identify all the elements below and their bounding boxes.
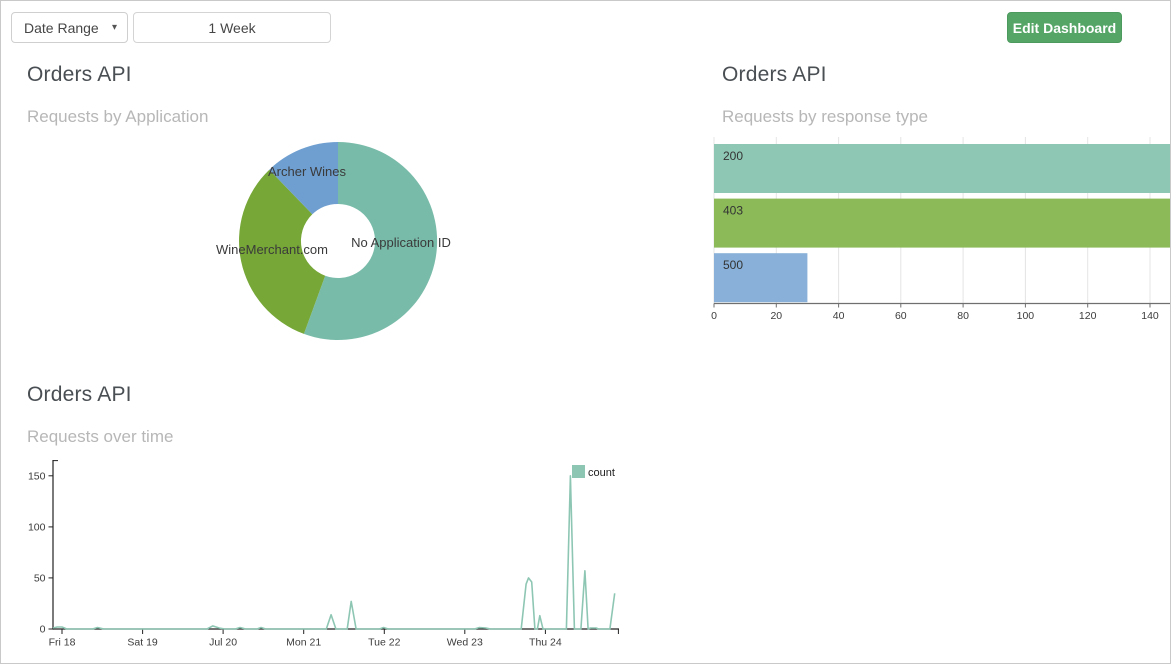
y-tick-label: 150 (28, 470, 46, 482)
x-tick-label: Fri 18 (49, 637, 76, 649)
x-tick-label: 0 (711, 310, 717, 322)
period-value: 1 Week (208, 19, 256, 36)
edit-dashboard-button[interactable]: Edit Dashboard (1007, 12, 1122, 43)
date-range-select[interactable]: Date Range ▾ (11, 12, 128, 43)
edit-dashboard-label: Edit Dashboard (1012, 19, 1117, 36)
x-tick-label: 80 (957, 310, 969, 322)
bar-label: 500 (723, 258, 743, 272)
bars-panel-subtitle: Requests by response type (722, 107, 929, 126)
y-tick-label: 100 (28, 521, 46, 533)
chevron-down-icon: ▾ (111, 22, 117, 33)
response-type-bar[interactable] (714, 144, 1171, 193)
donut-slice[interactable] (303, 141, 438, 340)
x-tick-label: Wed 23 (447, 637, 483, 649)
donut-slice-label: Archer Wines (268, 164, 347, 179)
x-tick-label: Mon 21 (286, 637, 321, 649)
y-tick-label: 50 (34, 572, 46, 584)
requests-by-application-donut-chart: No Application ID WineMerchant.com Archer … (216, 141, 451, 340)
x-tick-label: 20 (770, 310, 782, 322)
response-type-bar[interactable] (714, 253, 808, 303)
toolbar: Date Range ▾ 1 Week Edit Dashboard (1, 1, 1170, 53)
x-tick-label: 140 (1141, 310, 1159, 322)
x-tick-label: 120 (1079, 310, 1097, 322)
donut-slice-label: No Application ID (351, 235, 451, 250)
bar-label: 403 (723, 204, 743, 218)
period-button[interactable]: 1 Week (133, 12, 331, 43)
x-tick-label: 40 (833, 310, 845, 322)
donut-panel-subtitle: Requests by Application (27, 107, 209, 126)
x-tick-label: 100 (1017, 310, 1035, 322)
donut-slice[interactable] (269, 142, 338, 215)
donut-slice[interactable] (239, 169, 326, 334)
x-tick-label: Sat 19 (127, 637, 158, 649)
line-panel-subtitle: Requests over time (27, 427, 174, 446)
legend-label: count (588, 467, 615, 479)
x-tick-label: 60 (895, 310, 907, 322)
requests-by-response-type-bar-chart: 200 403 500 0 20 40 60 80 100 120 140 (711, 137, 1171, 322)
legend-swatch[interactable] (572, 465, 585, 478)
x-tick-label: Jul 20 (209, 637, 237, 649)
donut-panel-title: Orders API (27, 63, 132, 86)
bar-label: 200 (723, 149, 743, 163)
bars-panel-title: Orders API (722, 63, 827, 86)
x-tick-label: Thu 24 (529, 637, 562, 649)
requests-over-time-line-chart: 0 50 100 150 Fri 18 Sat 19 Jul 20 Mon 21 Tue 22 W… (28, 460, 619, 649)
count-series-line (52, 474, 616, 630)
response-type-bar[interactable] (714, 198, 1171, 248)
y-tick-label: 0 (40, 624, 46, 636)
line-panel-title: Orders API (27, 383, 132, 406)
date-range-label: Date Range (24, 19, 99, 36)
donut-slice-label: WineMerchant.com (216, 242, 328, 257)
x-tick-label: Tue 22 (368, 637, 400, 649)
